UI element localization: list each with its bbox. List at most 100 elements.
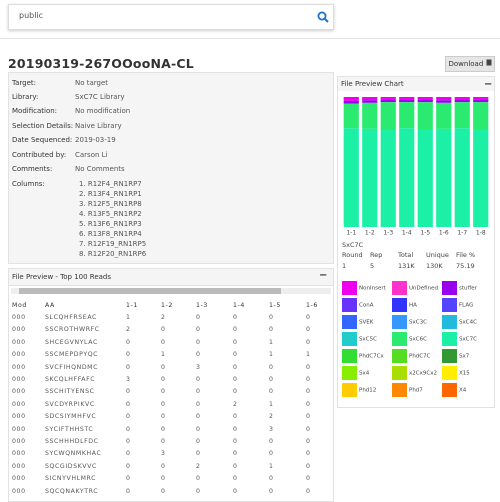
stat-value: 131K [398,262,415,270]
table-cell: 0 [126,388,131,396]
download-button[interactable]: Download [445,56,495,72]
table-cell: 0 [306,487,311,495]
collapse-button[interactable]: − [319,270,328,281]
search-query[interactable]: public [19,11,44,20]
stat-label: Total [397,251,413,259]
table-cell: SVCFIHQNDMC [45,363,99,371]
field-label: Modification: [12,107,58,115]
table-cell: 0 [161,388,166,396]
table-cell: 0 [269,487,274,495]
table-cell: 0 [196,388,201,396]
table-cell: 0 [233,450,238,458]
table-cell: 000 [12,450,26,458]
field-value: SxC7C Library [75,93,125,101]
table-cell: 0 [196,351,201,359]
bar-segment [380,102,396,130]
bar-segment [473,102,489,130]
table-cell: 0 [126,450,131,458]
table-cell: 000 [12,413,26,421]
legend-label: Phd12 [359,388,376,394]
download-icon[interactable] [486,59,492,66]
download-label[interactable]: Download [448,60,484,68]
bar-segment [417,102,433,130]
stat-label: Unique [426,251,449,259]
legend-swatch [442,315,457,329]
table-cell: 0 [233,326,238,334]
column-item: 3. R12F5_RN1RP8 [79,200,142,208]
field-label: Target: [12,79,37,87]
legend-label: SxC5C [359,337,377,343]
field-value: No modification [75,107,131,115]
legend-label: UnDefined [409,286,438,292]
stat-label: Rep [370,251,382,259]
field-value: No target [75,79,109,87]
table-cell: 0 [196,438,201,445]
table-cell: 0 [126,400,131,408]
scrollbar-track[interactable] [11,288,331,294]
table-cell: 0 [306,462,311,470]
scrollbar-thumb[interactable] [19,288,281,294]
bar-segment [417,129,433,227]
table-cell: 0 [306,438,311,445]
table-cell: 0 [233,388,238,396]
field-label: Selection Details: [12,122,74,130]
table-cell: 0 [306,388,311,396]
search-icon[interactable] [317,11,329,23]
table-cell: 0 [196,314,201,321]
field-value: Naive Library [75,122,122,130]
legend-swatch [342,298,357,312]
preview-panel: File Preview - Top 100 Reads − Mod AA 1-1 1… [8,268,334,502]
table-cell: 0 [233,314,238,321]
table-cell: 0 [233,438,238,445]
stat-label: Round [342,251,363,259]
table-cell: 0 [161,425,166,433]
bar-segment [436,100,452,103]
collapse-button[interactable]: − [484,79,492,90]
legend-swatch [392,366,407,380]
bar-segment [380,97,396,100]
legend-swatch [342,383,357,397]
table-cell: 2 [126,326,131,334]
page-title: 20190319-267OOooNA-CL [8,56,194,71]
table-cell: 1 [269,462,274,470]
legend-swatch [392,298,407,312]
legend-swatch [392,281,407,295]
column-header: 1-2 [161,302,173,309]
legend-label: SVEK [359,320,374,326]
legend-label: SxC7C [459,337,477,343]
table-cell: 0 [306,363,311,371]
legend-label: Sx4 [359,371,370,377]
table-cell: 0 [269,376,274,383]
table-cell: 000 [12,351,26,359]
stat-value: 75.19 [456,262,475,270]
bar-segment [454,97,470,100]
bar-segment [362,128,378,227]
legend-label: X4 [459,388,467,394]
table-cell: 2 [196,462,201,470]
table-cell: SSCROTHWRFC [45,326,100,334]
bar-segment [473,97,489,100]
chart: File Preview Chart − 1-1 1-2 1-3 1-4 1-5 1-6 1… [338,77,494,397]
stat-value: 5 [370,262,374,270]
search-box[interactable]: public [8,4,334,30]
x-tick-label: 1-4 [402,230,412,237]
table-cell: 0 [161,400,166,408]
table-cell: 0 [233,487,238,495]
column-item: 4. R13F5_RN1RP2 [79,210,142,218]
table-cell: 000 [12,326,26,334]
field-value: No Comments [75,165,125,173]
legend-label: PhdC7C [409,354,431,360]
table-cell: 0 [233,425,238,433]
table-cell: 0 [126,351,131,359]
table-cell: 0 [196,413,201,421]
legend-swatch [442,383,457,397]
legend-swatch [342,332,357,346]
bar-segment [454,102,470,129]
field-value: Carson Li [75,151,108,159]
legend-swatch [392,349,407,363]
legend-swatch [442,349,457,363]
table-cell: 000 [12,462,26,470]
table-cell: 2 [161,314,166,321]
column-header: 1-3 [196,302,208,309]
